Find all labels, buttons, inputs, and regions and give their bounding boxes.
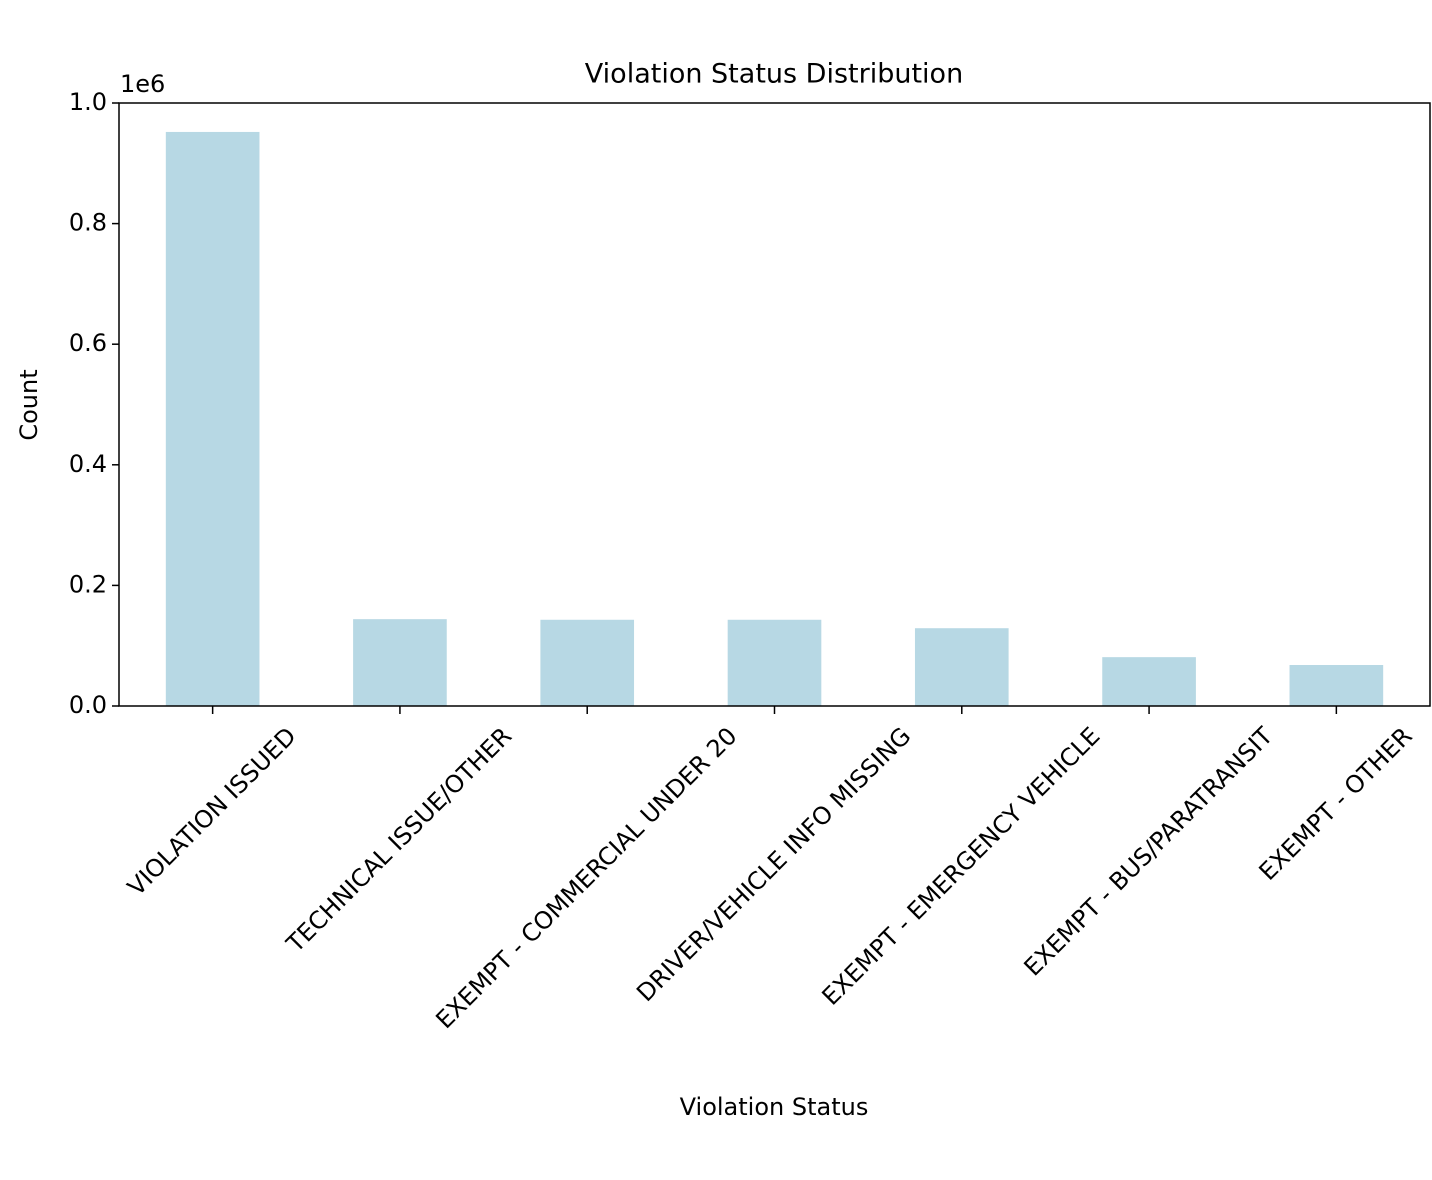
y-tick-label: 0.2 bbox=[69, 570, 107, 598]
bar bbox=[1289, 664, 1384, 706]
chart-title: Violation Status Distribution bbox=[585, 59, 963, 90]
y-tick-label: 0.4 bbox=[69, 450, 107, 478]
x-axis-label: Violation Status bbox=[680, 1093, 869, 1121]
x-tick-label: VIOLATION ISSUED bbox=[122, 722, 301, 901]
bar bbox=[1102, 657, 1196, 706]
bar bbox=[914, 628, 1009, 706]
x-tick-label: TECHNICAL ISSUE/OTHER bbox=[281, 722, 518, 959]
bar bbox=[165, 131, 260, 707]
y-axis-label: Count bbox=[15, 369, 43, 440]
y-tick-label: 0.0 bbox=[69, 691, 107, 719]
bar bbox=[540, 619, 635, 706]
bar bbox=[353, 619, 447, 706]
plot-frame bbox=[118, 102, 1431, 707]
x-tick-label: EXEMPT - OTHER bbox=[1254, 722, 1418, 886]
y-tick-label: 0.6 bbox=[69, 329, 107, 357]
bar bbox=[727, 619, 822, 706]
y-tick-label: 1.0 bbox=[69, 88, 107, 116]
y-tick-label: 0.8 bbox=[69, 209, 107, 237]
y-offset-label: 1e6 bbox=[120, 70, 165, 98]
